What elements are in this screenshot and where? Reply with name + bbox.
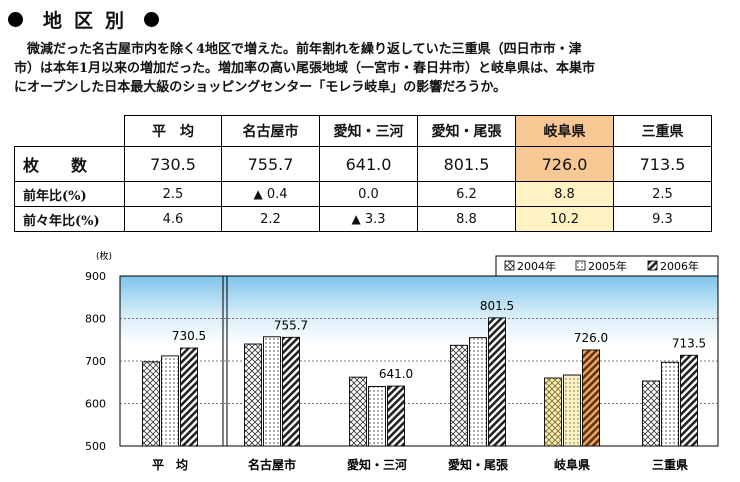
x-tick-label: 愛知・尾張 bbox=[448, 457, 509, 472]
bar-2004 bbox=[450, 344, 468, 447]
table-cell: 0.0 bbox=[319, 181, 418, 207]
y-axis-ticks: 500 600 700 800 900 bbox=[85, 270, 106, 453]
cell-value: 0.4 bbox=[266, 186, 288, 202]
bar-2005 bbox=[661, 361, 679, 447]
bar-2004 bbox=[642, 380, 660, 447]
table-cell: 2.5 bbox=[124, 181, 222, 207]
y-tick-label: 700 bbox=[85, 355, 106, 368]
row-label: 前々年比(%) bbox=[14, 206, 125, 232]
row-label: 前年比(%) bbox=[14, 181, 125, 207]
data-label: 730.5 bbox=[172, 329, 206, 343]
bar-2004 bbox=[244, 343, 262, 447]
bar-series bbox=[142, 317, 698, 447]
bar-chart: (枚) 500 600 700 800 900 730.5 755.7 641.0 801.5… bbox=[85, 250, 719, 472]
row-label: 枚 数 bbox=[14, 146, 125, 182]
data-label: 713.5 bbox=[672, 336, 706, 350]
data-label: 801.5 bbox=[480, 299, 514, 313]
table-cell: ▲ 0.4 bbox=[221, 181, 320, 207]
bar-2006 bbox=[488, 317, 506, 447]
decrease-marker: ▲ bbox=[253, 186, 263, 201]
table-cell: 801.5 bbox=[417, 146, 516, 182]
data-label: 641.0 bbox=[379, 367, 413, 381]
table-row: 枚 数 730.5 755.7 641.0 801.5 726.0 713.5 bbox=[14, 146, 712, 182]
x-axis-labels: 平 均 名古屋市 愛知・三河 愛知・尾張 岐阜県 三重県 bbox=[152, 457, 688, 472]
col-header-mie: 三重県 bbox=[613, 115, 712, 147]
bar-2005 bbox=[469, 337, 487, 447]
legend-label-2005: 2005年 bbox=[588, 259, 627, 273]
table-cell: 755.7 bbox=[221, 146, 320, 182]
bar-2006 bbox=[387, 385, 405, 447]
table-cell: ▲ 3.3 bbox=[319, 206, 418, 232]
bar-2004 bbox=[349, 376, 367, 447]
y-tick-label: 800 bbox=[85, 313, 106, 326]
bar-2006 bbox=[282, 336, 300, 447]
y-tick-label: 500 bbox=[85, 440, 106, 453]
regional-stats-table: 平 均 名古屋市 愛知・三河 愛知・尾張 岐阜県 三重県 枚 数 730.5 7… bbox=[14, 115, 712, 232]
col-header-mikawa: 愛知・三河 bbox=[319, 115, 418, 147]
table-cell: 10.2 bbox=[515, 206, 614, 232]
table-header-row: 平 均 名古屋市 愛知・三河 愛知・尾張 岐阜県 三重県 bbox=[14, 115, 712, 147]
bar-2004 bbox=[544, 377, 562, 447]
col-header-owari: 愛知・尾張 bbox=[417, 115, 516, 147]
bar-2005 bbox=[161, 355, 179, 447]
legend: 2004年 2005年 2006年 bbox=[495, 255, 719, 277]
table-cell: 641.0 bbox=[319, 146, 418, 182]
bar-2005 bbox=[563, 374, 581, 447]
bar-2005 bbox=[263, 336, 281, 447]
table-cell: 6.2 bbox=[417, 181, 516, 207]
table-cell: 8.8 bbox=[417, 206, 516, 232]
legend-swatch-2006 bbox=[647, 260, 658, 271]
bar-2005 bbox=[368, 386, 386, 447]
col-header-nagoya: 名古屋市 bbox=[221, 115, 320, 147]
decrease-marker: ▲ bbox=[351, 211, 361, 226]
legend-swatch-2005 bbox=[575, 260, 586, 271]
table-cell: 726.0 bbox=[515, 146, 614, 182]
y-tick-label: 600 bbox=[85, 398, 106, 411]
table-corner bbox=[14, 115, 125, 147]
bullet-dot-left bbox=[8, 11, 23, 27]
y-tick-label: 900 bbox=[85, 270, 106, 283]
data-label: 726.0 bbox=[574, 331, 608, 345]
table-row: 前年比(%) 2.5 ▲ 0.4 0.0 6.2 8.8 2.5 bbox=[14, 181, 712, 207]
plot-area bbox=[119, 275, 719, 447]
legend-label-2006: 2006年 bbox=[660, 259, 699, 273]
x-tick-label: 三重県 bbox=[652, 457, 688, 472]
intro-line-3: にオープンした日本最大級のショッピングセンター「モレラ岐阜」の影響だろうか。 bbox=[14, 80, 507, 95]
intro-line-1: 微減だった名古屋市内を除く4地区で増えた。前年割れを繰り返していた三重県（四日市… bbox=[27, 42, 582, 57]
section-heading: 地区別 bbox=[8, 4, 160, 34]
col-header-avg: 平 均 bbox=[124, 115, 222, 147]
table-cell: 8.8 bbox=[515, 181, 614, 207]
table-cell: 713.5 bbox=[613, 146, 712, 182]
section-title: 地区別 bbox=[43, 9, 137, 32]
table-row: 前々年比(%) 4.6 2.2 ▲ 3.3 8.8 10.2 9.3 bbox=[14, 206, 712, 232]
y-unit-label: (枚) bbox=[96, 250, 112, 262]
x-tick-label: 名古屋市 bbox=[248, 457, 296, 472]
cell-value: 3.3 bbox=[364, 211, 386, 227]
table-cell: 4.6 bbox=[124, 206, 222, 232]
bar-2006 bbox=[180, 347, 198, 447]
col-header-gifu: 岐阜県 bbox=[515, 115, 614, 147]
data-label: 755.7 bbox=[274, 318, 308, 332]
x-tick-label: 平 均 bbox=[152, 457, 188, 472]
bar-2006 bbox=[582, 349, 600, 447]
table-cell: 2.5 bbox=[613, 181, 712, 207]
intro-line-2: 市）は本年1月以来の増加だった。増加率の高い尾張地域（一宮市・春日井市）と岐阜県… bbox=[14, 61, 596, 76]
table-cell: 2.2 bbox=[221, 206, 320, 232]
legend-swatch-2004 bbox=[504, 260, 515, 271]
bar-2004 bbox=[142, 361, 160, 447]
table-cell: 730.5 bbox=[124, 146, 222, 182]
intro-paragraph: 微減だった名古屋市内を除く4地区で増えた。前年割れを繰り返していた三重県（四日市… bbox=[14, 40, 714, 97]
legend-box bbox=[495, 255, 719, 277]
legend-label-2004: 2004年 bbox=[517, 259, 556, 273]
data-labels: 730.5 755.7 641.0 801.5 726.0 713.5 bbox=[172, 299, 706, 381]
x-tick-label: 愛知・三河 bbox=[347, 457, 407, 472]
x-tick-label: 岐阜県 bbox=[554, 457, 590, 472]
bullet-dot-right bbox=[144, 11, 160, 27]
bar-2006 bbox=[680, 354, 698, 447]
table-cell: 9.3 bbox=[613, 206, 712, 232]
